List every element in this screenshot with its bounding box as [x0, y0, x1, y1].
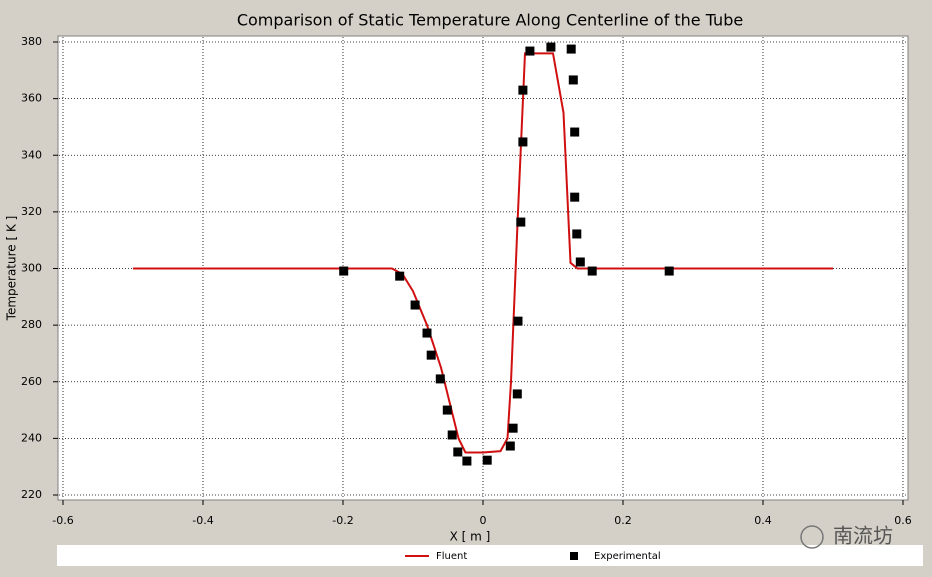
- legend: [57, 545, 923, 566]
- data-point: [518, 85, 528, 95]
- data-point: [426, 350, 436, 360]
- y-tick-label: 280: [21, 318, 42, 331]
- data-point: [546, 42, 556, 52]
- data-point: [512, 389, 522, 399]
- data-point: [505, 441, 515, 451]
- x-tick-label: -0.2: [332, 514, 353, 527]
- x-tick-label: -0.4: [192, 514, 213, 527]
- data-point: [339, 266, 349, 276]
- legend-label: Experimental: [594, 551, 661, 562]
- chart-title: Comparison of Static Temperature Along C…: [237, 11, 743, 30]
- data-point: [435, 374, 445, 384]
- x-tick-label: 0.6: [894, 514, 912, 527]
- data-point: [513, 316, 523, 326]
- data-point: [516, 217, 526, 227]
- y-tick-label: 220: [21, 488, 42, 501]
- x-tick-label: 0.4: [754, 514, 772, 527]
- data-point: [575, 257, 585, 267]
- y-tick-label: 340: [21, 148, 42, 161]
- data-point: [462, 456, 472, 466]
- data-point: [572, 229, 582, 239]
- legend-label: Fluent: [436, 551, 467, 562]
- legend-marker: [570, 552, 578, 560]
- data-point: [447, 430, 457, 440]
- x-tick-label: 0: [480, 514, 487, 527]
- y-tick-label: 240: [21, 431, 42, 444]
- x-tick-label: -0.6: [52, 514, 73, 527]
- data-point: [422, 328, 432, 338]
- y-tick-label: 260: [21, 375, 42, 388]
- data-point: [508, 423, 518, 433]
- data-point: [395, 271, 405, 281]
- x-axis-label: X [ m ]: [450, 530, 491, 544]
- data-point: [570, 192, 580, 202]
- y-tick-label: 380: [21, 35, 42, 48]
- data-point: [410, 300, 420, 310]
- series-line: [133, 52, 833, 454]
- data-point: [453, 447, 463, 457]
- data-point: [442, 405, 452, 415]
- watermark: 南流坊: [833, 524, 893, 548]
- data-point: [566, 44, 576, 54]
- data-point: [518, 137, 528, 147]
- y-tick-label: 300: [21, 262, 42, 275]
- y-tick-label: 320: [21, 205, 42, 218]
- data-point: [568, 75, 578, 85]
- data-point: [525, 46, 535, 56]
- data-point: [587, 266, 597, 276]
- y-tick-label: 360: [21, 92, 42, 105]
- data-point: [664, 266, 674, 276]
- watermark-icon: [800, 525, 824, 549]
- data-point: [570, 127, 580, 137]
- y-axis-label: Temperature [ K ]: [5, 216, 19, 322]
- data-point: [482, 455, 492, 465]
- x-tick-label: 0.2: [614, 514, 632, 527]
